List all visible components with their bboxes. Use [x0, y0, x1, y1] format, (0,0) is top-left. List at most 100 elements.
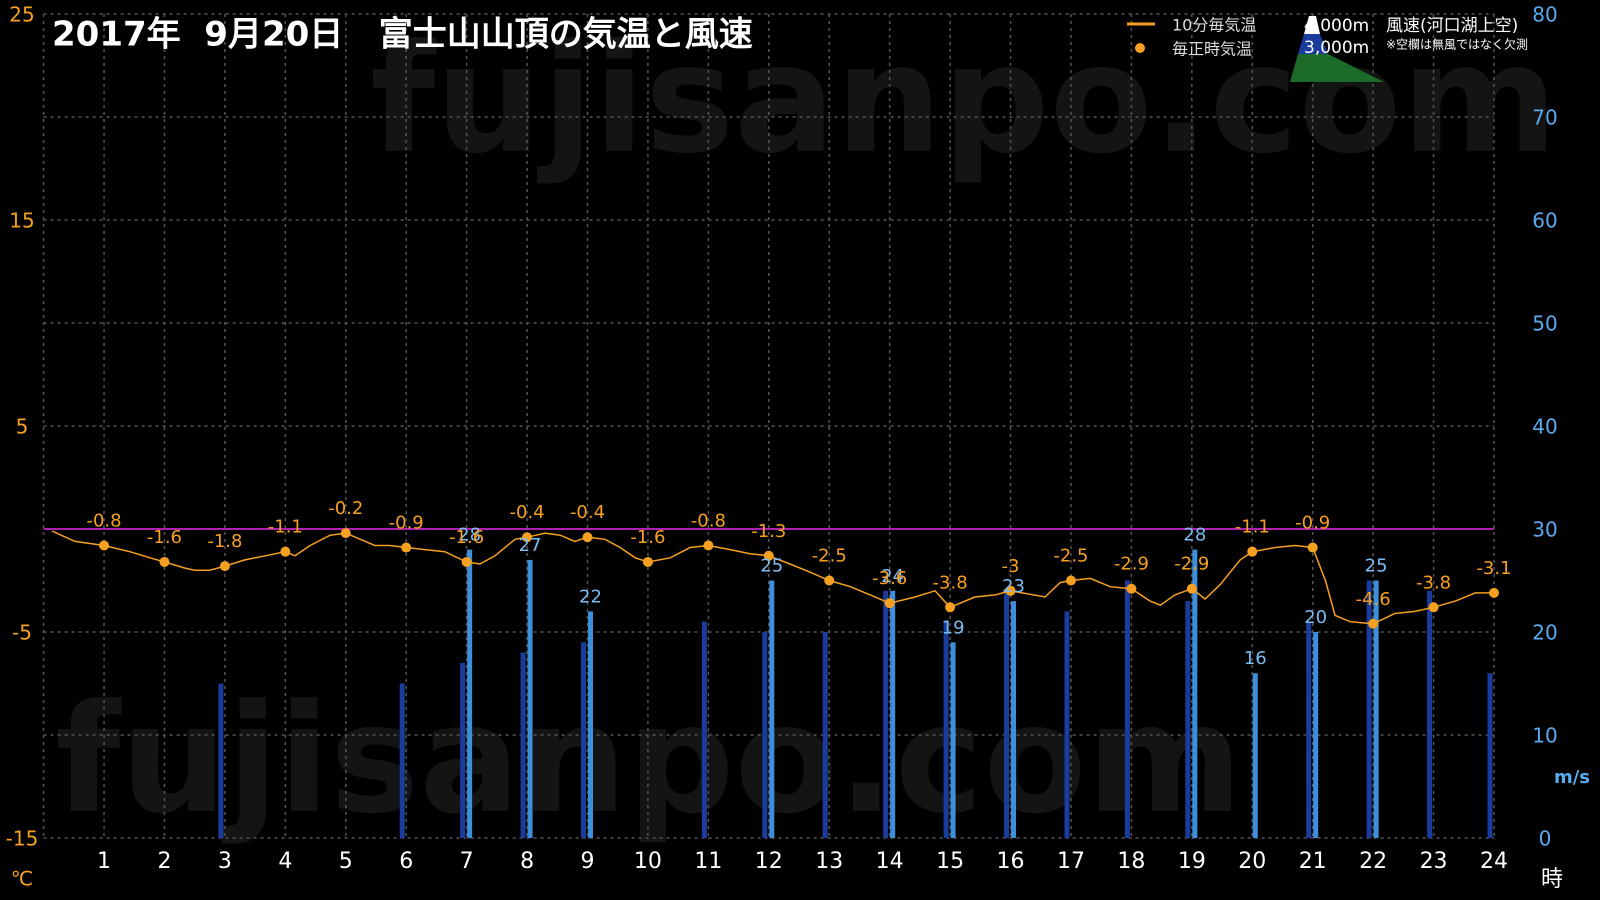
bar [520, 652, 526, 838]
x-tick-label: 3 [218, 849, 232, 874]
x-tick-label: 19 [1178, 849, 1206, 874]
x-tick-label: 17 [1057, 849, 1085, 874]
temperature-dot [99, 540, 110, 551]
bar [218, 683, 224, 838]
point-label: -1.1 [1235, 517, 1270, 538]
legend-label: 10分毎気温 [1172, 16, 1256, 35]
y-tick-label: -15 [6, 827, 39, 851]
point-label: -0.9 [389, 513, 424, 534]
temperature-dot [219, 561, 230, 572]
y-tick-label: 5 [16, 415, 29, 439]
point-label: -1.8 [207, 531, 242, 552]
bar [1427, 590, 1433, 838]
bar-label: 24 [881, 566, 904, 587]
temperature-dot [1065, 575, 1076, 586]
temperature-dot [1247, 546, 1258, 557]
y-tick-label: -5 [12, 621, 32, 645]
y-tick-label: 15 [9, 209, 34, 233]
y2-tick-label: 80 [1532, 3, 1557, 27]
bar [1124, 580, 1130, 838]
x-tick-label: 9 [581, 849, 595, 874]
legend-title: 風速(河口湖上空) [1386, 16, 1518, 36]
bar [883, 590, 889, 838]
temperature-dot [1186, 583, 1197, 594]
x-tick-label: 13 [815, 849, 843, 874]
point-label: -0.4 [510, 502, 545, 523]
bar [581, 642, 586, 838]
temperature-dot [280, 546, 291, 557]
y2-tick-label: 0 [1539, 827, 1552, 851]
bar [1487, 673, 1493, 838]
temperature-dot [763, 550, 774, 561]
bar [399, 683, 405, 838]
bar [1366, 580, 1372, 838]
x-tick-label: 20 [1238, 849, 1266, 874]
legend-label: 4,000m [1304, 16, 1369, 36]
temperature-dot [824, 575, 835, 586]
x-tick-label: 21 [1299, 849, 1327, 874]
x-tick-label: 15 [936, 849, 964, 874]
legend-label: 3,000m [1304, 38, 1369, 58]
point-label: -0.4 [570, 502, 605, 523]
x-tick-label: 12 [755, 849, 783, 874]
point-label: -3.8 [1416, 572, 1451, 593]
bar [588, 611, 593, 838]
x-tick-label: 2 [157, 849, 171, 874]
temperature-dot [1126, 583, 1137, 594]
x-tick-label: 24 [1480, 849, 1508, 874]
bar [1185, 601, 1191, 838]
legend: 10分毎気温 毎正時気温 4,000m 3,000m 風速(河口湖上空) ※空欄… [1127, 16, 1528, 82]
bar-label: 28 [458, 525, 481, 546]
x-tick-label: 22 [1359, 849, 1387, 874]
temperature-dot [340, 528, 351, 539]
temperature-dot [582, 532, 593, 543]
legend-label: 毎正時気温 [1172, 40, 1252, 59]
temperature-dot [1005, 585, 1016, 596]
bar [1004, 590, 1010, 838]
bar [1306, 621, 1312, 838]
point-label: -3 [1002, 556, 1020, 577]
plot-area: 1 2 3 4 5 6 7 8 9 10 11 12 13 14 15 16 17 18 19 20 21 22 23 240… [6, 3, 1558, 875]
point-label: -2.9 [1174, 554, 1209, 575]
x-tick-label: 4 [278, 849, 292, 874]
x-axis-unit: 時 [1541, 867, 1563, 892]
bar [1313, 632, 1319, 838]
y-axis-unit: ℃ [11, 867, 33, 891]
temperature-dot [1307, 542, 1318, 553]
y-tick-label: 25 [9, 3, 34, 27]
point-label: -3.6 [872, 568, 907, 589]
x-tick-label: 5 [339, 849, 353, 874]
point-label: -0.8 [86, 510, 121, 531]
bar [1192, 549, 1198, 838]
temperature-dot [159, 556, 170, 567]
bar-label: 19 [942, 617, 965, 638]
y2-tick-label: 20 [1532, 621, 1557, 645]
watermark: fujisanpo.com [55, 673, 1243, 847]
x-tick-label: 16 [997, 849, 1025, 874]
bar [822, 632, 828, 838]
bar-label: 16 [1244, 648, 1267, 669]
temperature-dot [1368, 618, 1379, 629]
point-label: -1.3 [751, 521, 786, 542]
bar [460, 662, 466, 838]
bar [769, 580, 775, 838]
bar [890, 590, 896, 838]
temperature-dot [1428, 602, 1439, 613]
temperature-dot [461, 556, 472, 567]
y2-axis-unit: m/s [1554, 767, 1590, 788]
bar-label: 23 [1002, 576, 1025, 597]
watermark: fujisanpo.com [370, 13, 1558, 187]
bar [527, 559, 533, 838]
y2-tick-label: 40 [1532, 415, 1557, 439]
bar-label: 22 [579, 586, 602, 607]
point-label: -2.5 [1053, 546, 1088, 567]
temperature-dot [884, 598, 895, 609]
x-tick-label: 7 [460, 849, 474, 874]
bar [1373, 580, 1379, 838]
point-label: -2.9 [1114, 554, 1149, 575]
temperature-dot [642, 556, 653, 567]
temperature-dot [1489, 587, 1499, 598]
y2-tick-label: 60 [1532, 209, 1557, 233]
